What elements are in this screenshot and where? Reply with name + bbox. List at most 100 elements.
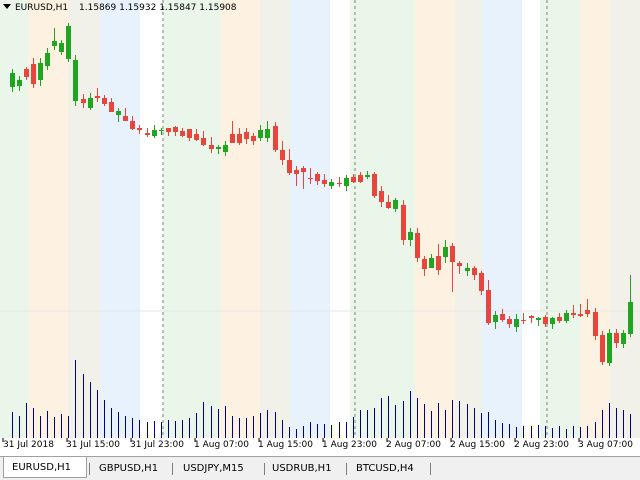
- candle-body: [436, 256, 441, 270]
- bull-candle: [66, 23, 71, 62]
- ohlc-high: 1.15932: [119, 3, 157, 13]
- time-label: 1 Aug 15:00: [258, 440, 313, 450]
- tab-usdrub-h1[interactable]: USDRUB,H1: [272, 463, 332, 474]
- bull-candle: [408, 228, 413, 246]
- candle-body: [294, 170, 299, 174]
- candle-body: [521, 320, 526, 321]
- candle-body: [265, 129, 270, 138]
- bull-candle: [152, 125, 157, 138]
- bear-candle: [386, 195, 391, 209]
- bull-candle: [536, 317, 541, 326]
- chart-area[interactable]: EURUSD,H1 1.15869 1.15932 1.15847 1.1590…: [0, 0, 640, 456]
- candle-body: [329, 182, 334, 186]
- bull-candle: [59, 40, 64, 55]
- bear-candle: [486, 280, 491, 325]
- candle-body: [450, 246, 455, 262]
- tab-separator: [89, 463, 90, 475]
- candle-body: [230, 134, 235, 143]
- bull-candle: [564, 310, 569, 323]
- session-band: [163, 0, 220, 438]
- bear-candle: [173, 126, 178, 136]
- candle-body: [95, 96, 100, 98]
- candle-body: [457, 263, 462, 266]
- bear-candle: [436, 244, 441, 275]
- candle-body: [187, 129, 192, 138]
- candle-body: [529, 316, 534, 318]
- candle-body: [280, 150, 285, 160]
- bull-candle: [38, 58, 43, 86]
- time-label: 31 Jul 23:00: [130, 440, 184, 450]
- time-label: 2 Aug 07:00: [386, 440, 441, 450]
- bull-candle: [393, 198, 398, 212]
- tab-usdjpy-m15[interactable]: USDJPY,M15: [183, 463, 244, 474]
- bull-candle: [88, 93, 93, 110]
- bear-candle: [81, 94, 86, 108]
- bear-candle: [600, 331, 605, 365]
- bear-candle: [180, 128, 185, 137]
- bull-candle: [465, 263, 470, 276]
- candle-body: [73, 60, 78, 101]
- candle-body: [159, 130, 164, 131]
- price-chart[interactable]: [0, 0, 640, 456]
- candle-body: [273, 126, 278, 150]
- candle-body: [443, 247, 448, 257]
- bear-candle: [401, 200, 406, 245]
- candle-body: [585, 310, 590, 314]
- candle-body: [379, 191, 384, 202]
- candle-body: [365, 175, 370, 177]
- bull-candle: [443, 240, 448, 263]
- candle-body: [66, 26, 71, 59]
- bear-candle: [230, 121, 235, 143]
- session-band: [68, 0, 100, 438]
- bull-candle: [621, 330, 626, 348]
- candle-body: [166, 128, 171, 132]
- session-band: [28, 0, 36, 438]
- bear-candle: [614, 329, 619, 348]
- bear-candle: [24, 67, 29, 80]
- bear-candle: [287, 149, 292, 175]
- candle-body: [429, 258, 434, 268]
- bear-candle: [507, 316, 512, 328]
- bull-candle: [10, 69, 15, 92]
- bull-candle: [514, 314, 519, 332]
- bull-candle: [329, 179, 334, 189]
- bear-candle: [479, 271, 484, 295]
- candle-body: [38, 63, 43, 80]
- collapse-triangle-icon[interactable]: [3, 4, 11, 9]
- candle-body: [237, 134, 242, 143]
- bear-candle: [273, 122, 278, 152]
- bear-candle: [166, 128, 171, 136]
- candle-body: [393, 200, 398, 209]
- bear-candle: [280, 141, 285, 165]
- bear-candle: [187, 129, 192, 141]
- candle-body: [287, 160, 292, 173]
- candle-body: [24, 69, 29, 77]
- session-band: [100, 0, 140, 438]
- session-band: [482, 0, 522, 438]
- candle-body: [372, 174, 377, 196]
- tab-btcusd-h4[interactable]: BTCUSD,H4: [356, 463, 414, 474]
- candle-body: [593, 312, 598, 336]
- bull-candle: [73, 55, 78, 106]
- bull-candle: [265, 121, 270, 142]
- bear-candle: [201, 131, 206, 146]
- candle-body: [621, 333, 626, 344]
- time-label: 1 Aug 07:00: [194, 440, 249, 450]
- bear-candle: [500, 309, 505, 322]
- session-band: [0, 0, 28, 438]
- candle-body: [578, 314, 583, 316]
- tab-eurusd-h1[interactable]: EURUSD,H1: [3, 457, 87, 478]
- bull-candle: [159, 128, 164, 135]
- candle-body: [514, 319, 519, 327]
- bear-candle: [237, 128, 242, 145]
- bear-candle: [251, 133, 256, 145]
- candle-body: [507, 319, 512, 324]
- bear-candle: [31, 58, 36, 88]
- tab-gbpusd-h1[interactable]: GBPUSD,H1: [99, 463, 159, 474]
- candle-body: [308, 178, 313, 179]
- chart-tab-bar: EURUSD,H1 GBPUSD,H1 USDJPY,M15 USDRUB,H1…: [0, 456, 640, 480]
- bear-candle: [123, 108, 128, 121]
- bear-candle: [102, 95, 107, 106]
- session-band: [260, 0, 290, 438]
- session-band: [580, 0, 610, 438]
